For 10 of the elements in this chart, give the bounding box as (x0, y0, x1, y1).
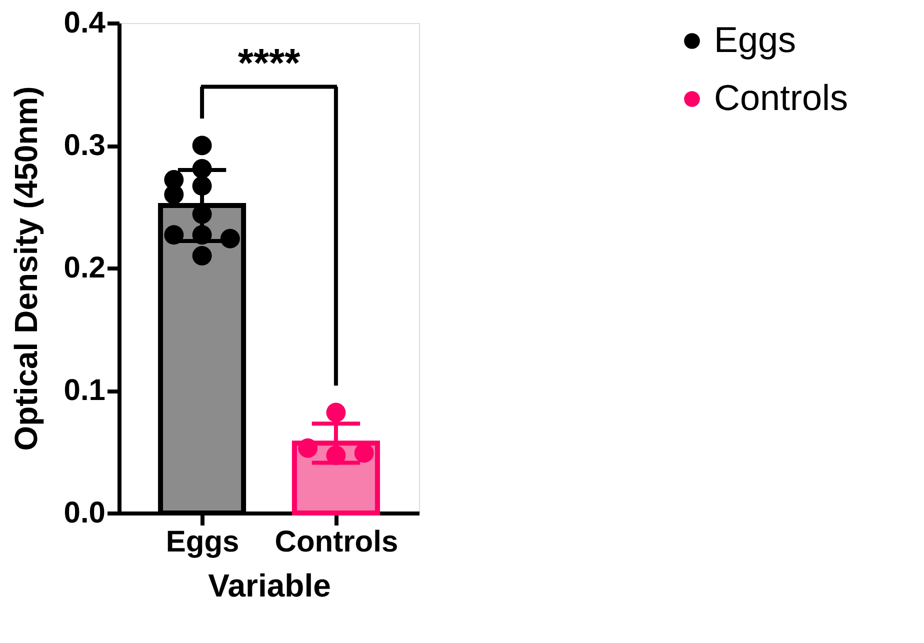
y-tick-label: 0.0 (64, 496, 106, 530)
y-tick-label: 0.3 (64, 129, 106, 162)
x-axis-title: Variable (208, 568, 331, 604)
y-axis-title: Optical Density (450nm) (8, 86, 44, 451)
annotation: **** (238, 42, 301, 86)
y-tick-label: 0.2 (64, 252, 106, 284)
legend-label: Controls (714, 77, 848, 118)
y-tick-label: 0.4 (64, 6, 106, 40)
y-tick-label: 0.1 (64, 374, 106, 407)
legend-label: Eggs (714, 19, 796, 60)
